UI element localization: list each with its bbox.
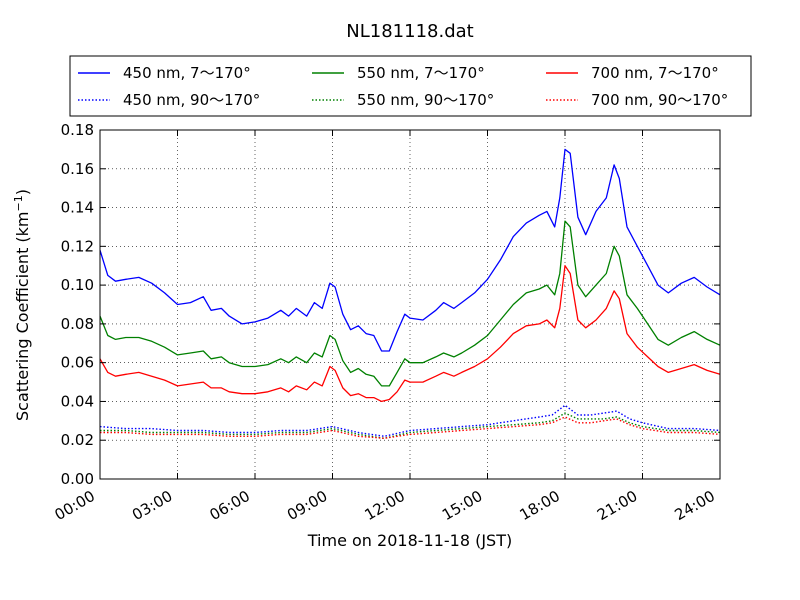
y-tick-label: 0.10 — [61, 276, 94, 294]
x-axis-label: Time on 2018-11-18 (JST) — [307, 531, 512, 550]
y-tick-label: 0.00 — [61, 470, 94, 488]
y-axis-label-close: ) — [13, 189, 32, 195]
legend-label: 700 nm, 7～170° — [591, 64, 719, 82]
y-tick-label: 0.04 — [61, 392, 94, 410]
y-axis-label-sup: −1 — [12, 195, 25, 211]
legend-box — [69, 55, 752, 117]
x-tick-label: 09:00 — [284, 487, 330, 524]
y-axis-label-main: Scattering Coefficient (km — [13, 211, 32, 421]
x-tick-label: 06:00 — [207, 487, 253, 524]
series-line-4 — [99, 404, 721, 437]
y-tick-label: 0.02 — [61, 431, 94, 449]
legend-label: 550 nm, 90～170° — [357, 91, 494, 109]
legend-label: 700 nm, 90～170° — [591, 91, 728, 109]
x-tick-label: 18:00 — [517, 487, 563, 524]
grid — [99, 129, 721, 480]
legend-label: 450 nm, 7～170° — [123, 64, 251, 82]
y-axis-label: Scattering Coefficient (km−1) — [12, 189, 32, 421]
x-tick-label: 15:00 — [439, 487, 485, 524]
x-tick-label: 03:00 — [129, 487, 175, 524]
series-layer — [99, 148, 721, 439]
series-line-3 — [99, 265, 721, 403]
x-tick-label: 12:00 — [362, 487, 408, 524]
y-tick-label: 0.06 — [61, 354, 94, 372]
y-tick-label: 0.12 — [61, 237, 94, 255]
legend-label: 450 nm, 90～170° — [123, 91, 260, 109]
y-tick-label: 0.18 — [61, 121, 94, 139]
series-line-6 — [100, 416, 721, 439]
x-tick-label: 21:00 — [594, 487, 640, 524]
y-tick-label: 0.08 — [61, 315, 94, 333]
legend-label: 550 nm, 7～170° — [357, 64, 485, 82]
series-line-2 — [99, 220, 721, 387]
x-tick-label: 00:00 — [52, 487, 98, 524]
y-tick-label: 0.14 — [61, 199, 94, 217]
series-line-1 — [99, 148, 721, 352]
chart-title: NL181118.dat — [346, 21, 473, 42]
y-tick-label: 0.16 — [61, 160, 94, 178]
x-tick-label: 24:00 — [672, 487, 718, 524]
legend: 450 nm, 7～170° 550 nm, 7～170° 700 nm, 7～17… — [69, 55, 752, 117]
